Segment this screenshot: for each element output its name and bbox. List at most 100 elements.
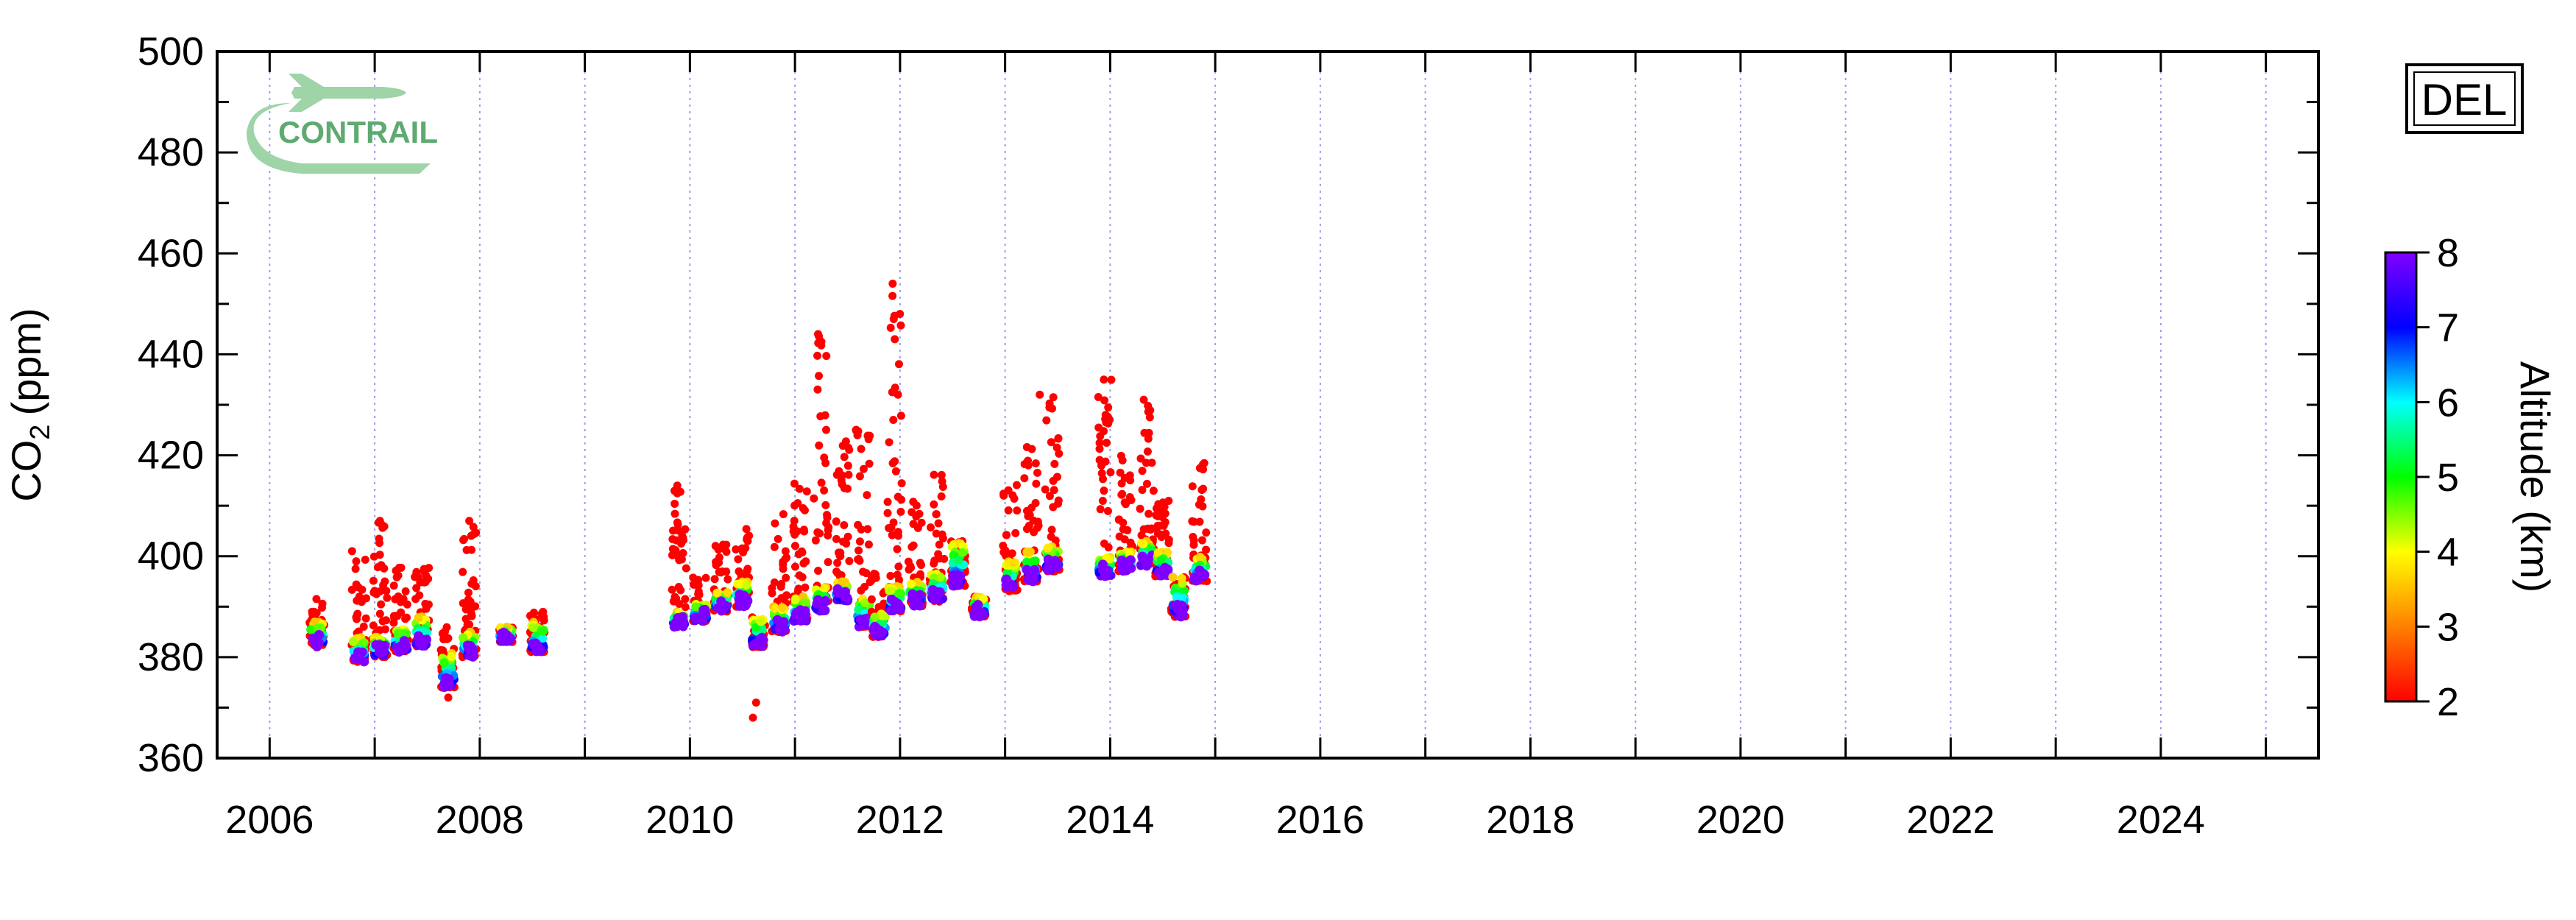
data-point xyxy=(351,565,360,573)
colorbar-ticks: 2 3 4 5 6 7 8 xyxy=(2416,231,2459,724)
outlier-point xyxy=(673,481,682,490)
data-point xyxy=(782,573,790,582)
data-point xyxy=(529,608,538,617)
data-point xyxy=(1144,509,1153,518)
data-point xyxy=(930,500,938,509)
data-point xyxy=(1013,506,1022,515)
data-point xyxy=(465,620,474,629)
data-point xyxy=(894,492,902,501)
data-point xyxy=(932,510,941,519)
data-point xyxy=(894,360,903,369)
data-point xyxy=(715,604,725,614)
data-point xyxy=(843,461,852,470)
data-point xyxy=(1146,406,1155,415)
data-point xyxy=(373,563,382,572)
data-point xyxy=(381,577,389,586)
data-point xyxy=(422,601,431,609)
data-point xyxy=(912,512,921,521)
outlier-point xyxy=(891,335,899,344)
data-point xyxy=(797,547,806,556)
data-point xyxy=(439,658,449,668)
data-point xyxy=(781,554,790,563)
data-point xyxy=(393,629,403,639)
data-point xyxy=(414,613,423,623)
data-point xyxy=(832,470,841,479)
data-point xyxy=(539,626,548,636)
data-point xyxy=(810,494,818,503)
data-point xyxy=(1001,574,1011,584)
data-point xyxy=(442,623,451,631)
data-point xyxy=(937,470,946,479)
data-point xyxy=(802,598,811,607)
data-point xyxy=(1097,469,1106,478)
data-point xyxy=(1097,559,1108,570)
data-point xyxy=(1140,428,1149,437)
data-point xyxy=(822,352,831,361)
data-point xyxy=(723,575,732,584)
colorbar-tick-label: 4 xyxy=(2437,531,2459,575)
data-point xyxy=(670,592,679,601)
data-point xyxy=(359,657,369,667)
x-tick-label: 2014 xyxy=(1066,798,1154,842)
data-point xyxy=(1152,504,1161,513)
outlier-point xyxy=(888,279,897,288)
outlier-point xyxy=(444,693,453,702)
data-point xyxy=(1158,512,1167,521)
data-point xyxy=(1137,551,1147,562)
data-point xyxy=(691,602,701,612)
data-point xyxy=(700,604,710,615)
data-point xyxy=(369,576,378,585)
data-point xyxy=(816,412,825,421)
data-point xyxy=(354,583,363,592)
data-point xyxy=(795,484,804,493)
data-point xyxy=(869,621,880,631)
data-point xyxy=(815,372,824,381)
data-point xyxy=(891,467,900,475)
data-point xyxy=(1052,443,1061,452)
data-point xyxy=(866,431,874,440)
data-point xyxy=(917,518,926,527)
data-point xyxy=(1197,486,1206,495)
data-point xyxy=(838,480,846,489)
data-point xyxy=(1143,447,1152,456)
data-point xyxy=(999,542,1008,551)
data-point xyxy=(1104,403,1113,412)
data-point xyxy=(1102,566,1112,576)
data-point xyxy=(1011,528,1020,537)
data-point xyxy=(467,612,476,620)
data-point xyxy=(770,542,779,551)
y-tick-label: 500 xyxy=(138,29,204,74)
data-point xyxy=(743,567,751,576)
data-point xyxy=(798,573,807,581)
data-point xyxy=(1189,536,1198,545)
data-point xyxy=(938,477,946,486)
data-point xyxy=(793,610,803,620)
data-point xyxy=(1047,438,1055,447)
data-point xyxy=(459,567,467,576)
data-point xyxy=(790,517,799,526)
data-point xyxy=(815,598,826,609)
data-point xyxy=(718,567,726,576)
data-point xyxy=(359,622,368,631)
data-point xyxy=(1103,506,1112,515)
data-point xyxy=(883,509,892,517)
data-point xyxy=(1138,486,1147,495)
data-point xyxy=(801,583,810,592)
data-point xyxy=(820,605,830,615)
data-point xyxy=(420,565,428,573)
data-point xyxy=(397,608,406,617)
data-point xyxy=(1012,481,1021,489)
y-axis-title-prefix: CO xyxy=(3,440,49,502)
data-point xyxy=(318,599,327,608)
data-point xyxy=(845,556,854,565)
outlier-point xyxy=(375,517,384,526)
data-point xyxy=(1142,558,1153,568)
data-point xyxy=(1095,445,1104,453)
outlier-point xyxy=(1036,390,1044,399)
data-point xyxy=(973,600,983,610)
altitude-colorbar: 2 3 4 5 6 7 8 Altitude (km) xyxy=(2384,231,2558,724)
y-tick-label: 400 xyxy=(138,534,204,578)
data-point xyxy=(679,534,687,542)
data-point xyxy=(811,536,820,545)
data-point xyxy=(885,606,896,616)
